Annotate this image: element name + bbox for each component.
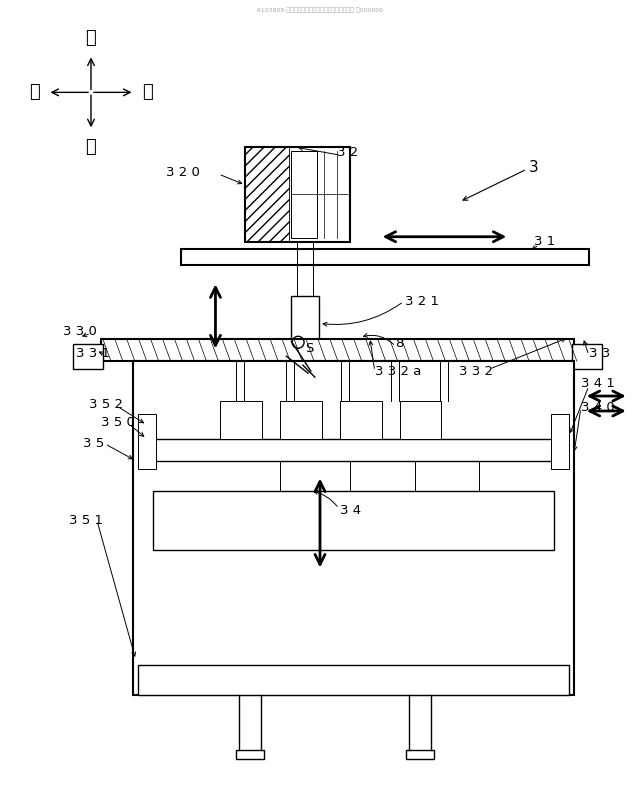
Text: 後: 後 xyxy=(143,84,153,101)
Text: 3 3 2 a: 3 3 2 a xyxy=(375,365,421,378)
Text: 6103808-基板外観検査機および基板外観検査方法 図000006: 6103808-基板外観検査機および基板外観検査方法 図000006 xyxy=(257,8,383,13)
Bar xyxy=(340,401,381,439)
Bar xyxy=(138,665,569,695)
Bar xyxy=(551,414,569,469)
Bar xyxy=(138,414,156,469)
Bar xyxy=(143,439,564,461)
Text: 3 2: 3 2 xyxy=(337,146,358,159)
Bar xyxy=(133,361,574,695)
Text: 3 3 1: 3 3 1 xyxy=(76,347,110,360)
Text: 8: 8 xyxy=(395,337,403,350)
Text: 3 3 2: 3 3 2 xyxy=(460,365,493,378)
Bar xyxy=(153,491,554,551)
Bar xyxy=(73,344,103,369)
Text: 3 5 0: 3 5 0 xyxy=(101,416,135,429)
Text: 3 5 1: 3 5 1 xyxy=(69,514,103,527)
Bar xyxy=(280,401,322,439)
Text: 3 3 0: 3 3 0 xyxy=(63,325,97,338)
Text: 3 4: 3 4 xyxy=(340,504,361,517)
Bar xyxy=(572,344,602,369)
Bar xyxy=(236,749,264,759)
Text: 3 1: 3 1 xyxy=(534,235,556,248)
Bar xyxy=(245,147,350,242)
Bar xyxy=(245,147,289,242)
Bar xyxy=(399,401,442,439)
Text: 3 4 1: 3 4 1 xyxy=(581,376,615,389)
Bar xyxy=(291,151,317,238)
Text: 上: 上 xyxy=(86,28,97,46)
Bar xyxy=(291,297,319,341)
Text: 3 3: 3 3 xyxy=(589,347,610,360)
Text: 3 4 0: 3 4 0 xyxy=(581,401,614,414)
Bar xyxy=(406,749,433,759)
Bar xyxy=(220,401,262,439)
Text: S: S xyxy=(305,341,314,354)
Bar xyxy=(180,249,589,264)
Text: 3 2 1: 3 2 1 xyxy=(404,295,438,308)
Text: 3: 3 xyxy=(529,160,539,174)
Bar xyxy=(101,339,574,361)
Text: 前: 前 xyxy=(29,84,40,101)
Text: 下: 下 xyxy=(86,138,97,157)
Text: 3 5 2: 3 5 2 xyxy=(89,397,123,410)
Text: 3 5: 3 5 xyxy=(83,437,104,450)
Text: 3 2 0: 3 2 0 xyxy=(166,165,200,178)
